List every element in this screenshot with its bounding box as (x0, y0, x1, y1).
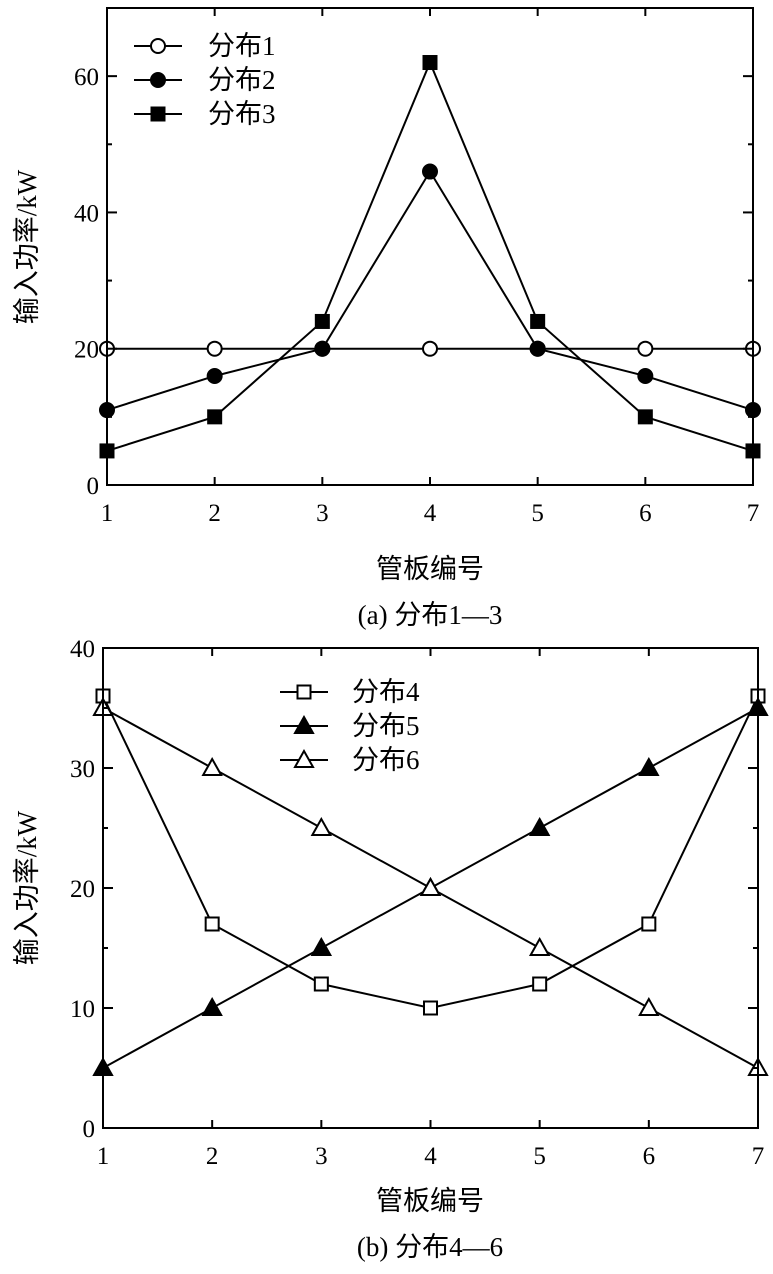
chart-b-y-tick-label: 20 (70, 876, 95, 903)
chart-a-x-tick-label: 1 (101, 500, 114, 527)
chart-a-axes-layer: 1 2 3 4 5 6 7 0 20 40 60 (74, 7, 760, 527)
chart-b-series-2-point (310, 936, 333, 956)
chart-b-y-axis-title: 输入功率/kW (12, 810, 42, 965)
chart-a-series-1-point (422, 340, 438, 357)
chart-a-x-tick-label: 7 (747, 500, 760, 527)
chart-a-y-axis-title: 输入功率/kW (12, 169, 42, 324)
chart-a-series-2-point (422, 163, 438, 180)
chart-a-series-1-point (637, 340, 654, 357)
chart-b-series-3-point (528, 936, 551, 956)
chart-b-legend-label-3: 分布6 (352, 745, 420, 775)
chart-b-legend-label-2: 分布5 (352, 711, 420, 741)
chart-a-legend-marker-1 (150, 38, 166, 54)
chart-b-series-1-point (641, 916, 657, 932)
chart-b-series-2-point (201, 996, 223, 1016)
chart-a-series-2-point (637, 367, 654, 384)
chart-b-legend-marker-2 (293, 714, 315, 734)
chart-a-series-2-point (206, 367, 223, 384)
chart-b-series-layer (92, 688, 769, 1076)
chart-a-series-3-point (530, 313, 546, 329)
chart-b-x-tick-label: 3 (315, 1143, 328, 1170)
chart-b-series-2-point (638, 756, 660, 776)
chart-b-x-axis-title: 管板编号 (376, 1186, 484, 1216)
chart-b-y-tick-label: 0 (83, 1116, 96, 1143)
chart-a-plot-frame (106, 7, 754, 486)
chart-b-series-1-line (102, 695, 759, 1010)
chart-b-series-1-point (313, 976, 329, 992)
chart-b-series-3-point (201, 756, 223, 776)
chart-a-series-1-point (206, 340, 223, 357)
chart-a-series-layer (99, 55, 761, 459)
chart-a-x-tick-label: 6 (639, 500, 652, 527)
chart-b-series-1-point (204, 916, 220, 932)
chart-b-x-tick-label: 1 (97, 1143, 110, 1170)
chart-a-series-2-point (529, 340, 546, 357)
chart-a-y-tick-label: 40 (74, 200, 99, 227)
chart-a-legend-marker-2 (150, 72, 166, 88)
chart-a-legend-label-3: 分布3 (208, 99, 276, 129)
chart-a-x-tick-label: 2 (208, 500, 221, 527)
chart-b-series-3-point (419, 876, 442, 896)
chart-a-x-axis-title: 管板编号 (376, 554, 484, 584)
chart-a-y-tick-label: 0 (87, 473, 100, 500)
chart-a-series-3-point (637, 409, 653, 425)
chart-a-legend-marker-3 (150, 106, 166, 122)
chart-b-caption: (b) 分布4—6 (357, 1232, 503, 1262)
chart-a-y-tick-label: 60 (74, 64, 99, 91)
chart-a-legend-label-2: 分布2 (208, 65, 276, 95)
chart-b-series-1-point (532, 976, 548, 992)
chart-b-legend: 分布4 分布5 分布6 (280, 677, 420, 775)
chart-a-caption: (a) 分布1—3 (358, 600, 503, 630)
chart-a-legend: 分布1 分布2 分布3 (134, 31, 276, 129)
chart-a-series-3-point (207, 409, 223, 425)
chart-b-series-3-point (638, 996, 660, 1016)
chart-a-series-2-line (106, 169, 754, 411)
chart-b-y-tick-label: 40 (70, 636, 95, 663)
chart-b-series-1-point (423, 1000, 438, 1016)
chart-b-axes-layer: 1 2 3 4 5 6 7 0 10 20 30 40 (70, 636, 764, 1170)
chart-a-series-2-point (314, 340, 331, 357)
chart-a-series-3-line (106, 59, 754, 452)
chart-b-x-tick-label: 4 (424, 1143, 437, 1170)
chart-b-series-3-point (310, 816, 333, 836)
chart-b-x-tick-label: 5 (533, 1143, 546, 1170)
chart-b-series-2-point (528, 816, 551, 836)
chart-b-y-tick-label: 30 (70, 756, 95, 783)
chart-b-legend-label-1: 分布4 (352, 677, 420, 707)
chart-a-x-tick-label: 3 (316, 500, 329, 527)
chart-a-series-3-point (314, 313, 330, 329)
chart-a-legend-label-1: 分布1 (208, 31, 276, 61)
chart-a: 1 2 3 4 5 6 7 0 20 40 60 分布1 分布2 分布3 管板编号 输入功率/kW (a… (12, 7, 761, 630)
chart-a-series-3-point (422, 55, 438, 71)
chart-a-x-tick-label: 4 (424, 500, 437, 527)
chart-b-x-tick-label: 2 (206, 1143, 219, 1170)
chart-b-legend-marker-3 (293, 748, 315, 768)
chart-a-x-tick-label: 5 (531, 500, 544, 527)
chart-b-legend-marker-1 (296, 684, 312, 700)
chart-b-x-tick-label: 7 (752, 1143, 765, 1170)
chart-b-y-tick-label: 10 (70, 996, 95, 1023)
chart-b-x-tick-label: 6 (643, 1143, 656, 1170)
chart-a-y-tick-label: 20 (74, 337, 99, 364)
